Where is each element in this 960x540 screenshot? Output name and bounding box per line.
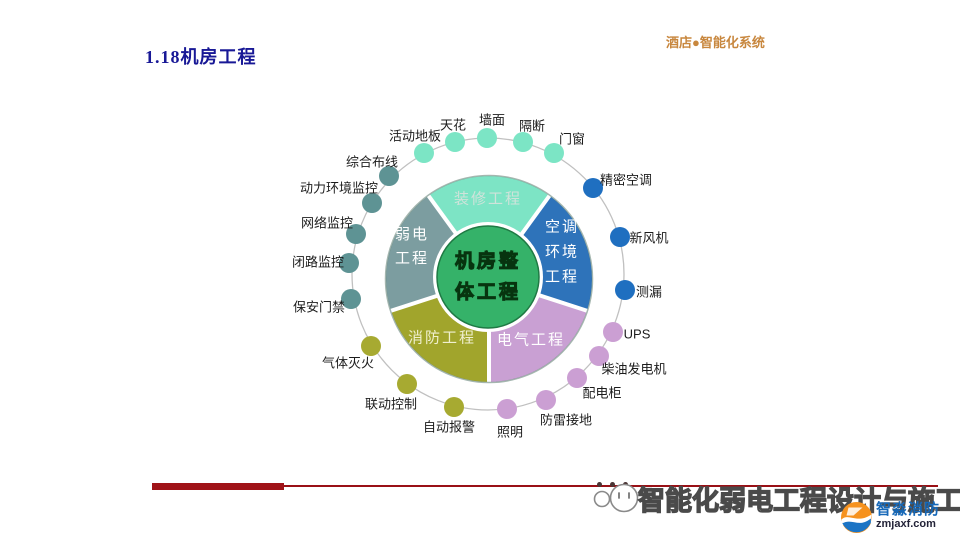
satellite-label: 综合布线 [345, 154, 399, 170]
satellite-dot [341, 289, 361, 309]
satellite-dot [536, 390, 556, 410]
satellite-dot [339, 253, 359, 273]
satellite-label: 精密空调 [599, 172, 653, 188]
footer-accent-bar [152, 483, 284, 490]
satellite-dot [361, 336, 381, 356]
satellite-label: 墙面 [478, 112, 506, 128]
satellite-label: 照明 [496, 424, 524, 440]
satellite-label: 动力环境监控 [299, 180, 379, 196]
satellite-dot [346, 224, 366, 244]
satellite-label: 保安门禁 [292, 299, 346, 315]
footer-dot [610, 482, 615, 487]
footer-watermark: 智能化弱电工程设计与施工 [637, 485, 960, 516]
satellite-label: 新风机 [629, 230, 669, 246]
satellite-dot [477, 128, 497, 148]
satellite-dot [379, 166, 399, 186]
segment-label-dianqi: 电气工程 [496, 331, 566, 349]
satellite-label: 活动地板 [388, 128, 442, 144]
segment-label-kongtiao: 空调 环境 工程 [544, 218, 580, 286]
satellite-dot [567, 368, 587, 388]
satellite-label: 闭路监控 [291, 254, 345, 270]
satellite-label: 网络监控 [300, 215, 354, 231]
brand-site: zmjaxf.com [876, 518, 936, 530]
satellite-label: 气体灭火 [321, 355, 375, 371]
satellite-label: 测漏 [635, 284, 663, 300]
satellite-label: 天花 [439, 117, 467, 133]
satellite-dot [603, 322, 623, 342]
page-title: 1.18机房工程 [145, 47, 257, 67]
satellite-label: 柴油发电机 [601, 361, 667, 377]
brand-name: 智淼消防 [876, 501, 941, 518]
satellite-label: 防雷接地 [539, 412, 593, 428]
brand-logo-icon [841, 502, 872, 533]
satellite-dot [362, 193, 382, 213]
footer-dot [597, 482, 602, 487]
segment-label-ruodian: 弱电 工程 [394, 226, 430, 267]
header-corner-label: 酒店●智能化系统 [666, 35, 765, 50]
satellite-dot [615, 280, 635, 300]
satellite-label: 自动报警 [422, 419, 476, 435]
segment-label-xiaofang: 消防工程 [407, 329, 477, 347]
satellite-dot [414, 143, 434, 163]
chat-face-icon [593, 483, 639, 513]
satellite-dot [513, 132, 533, 152]
brand-logo: 智淼消防 zmjaxf.com [840, 501, 940, 534]
satellite-label: 配电柜 [582, 385, 622, 401]
satellite-label: 门窗 [558, 131, 586, 147]
satellite-dot [544, 143, 564, 163]
satellite-dot [583, 178, 603, 198]
satellite-dot [397, 374, 417, 394]
satellite-label: 联动控制 [364, 396, 418, 412]
wheel-center-circle [436, 225, 540, 329]
satellite-dot [610, 227, 630, 247]
wheel-center-label: 机房整 体工程 [454, 251, 522, 304]
satellite-dot [445, 132, 465, 152]
segment-label-zhuangxiu: 装修工程 [453, 190, 523, 208]
satellite-label: UPS [623, 326, 651, 342]
satellite-dots [339, 128, 635, 419]
wheel-outer-rim [384, 174, 594, 384]
satellite-dot [497, 399, 517, 419]
satellite-dot [444, 397, 464, 417]
satellite-label: 隔断 [518, 118, 546, 134]
satellite-dot [589, 346, 609, 366]
